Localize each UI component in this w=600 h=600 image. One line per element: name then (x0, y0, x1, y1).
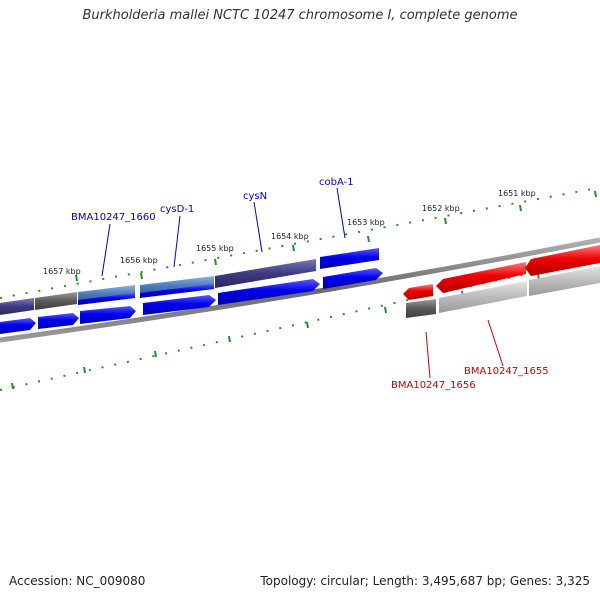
accession-text: Accession: NC_009080 (9, 574, 146, 588)
ruler-tick (519, 204, 522, 212)
ruler-tick (228, 335, 231, 343)
feature-track-outer-right[interactable] (403, 245, 600, 300)
ruler-tick (83, 366, 86, 374)
ruler-label: 1651 kbp (498, 189, 536, 198)
ruler-tick (154, 350, 157, 358)
feature-block[interactable] (320, 248, 379, 269)
feature-track-inner-right[interactable] (406, 266, 600, 318)
feature-track-inner-left[interactable] (0, 268, 383, 334)
gene-arrow-reverse[interactable] (436, 262, 526, 293)
ruler-tick (594, 190, 597, 198)
ruler-tick (140, 272, 143, 280)
map-title: Burkholderia mallei NCTC 10247 chromosom… (82, 8, 518, 23)
ruler-tick (306, 321, 309, 329)
gene-label[interactable]: cysD-1 (160, 204, 194, 215)
ruler-tick (214, 258, 217, 266)
feature-block[interactable] (439, 281, 527, 313)
gene-label[interactable]: BMA10247_1660 (71, 212, 156, 223)
ruler-label: 1654 kbp (271, 232, 309, 241)
ruler-tick (11, 382, 14, 390)
feature-block[interactable] (215, 259, 316, 288)
callout-line (487, 319, 504, 367)
gene-arrow[interactable] (218, 279, 320, 305)
ruler-label: 1656 kbp (120, 256, 158, 265)
ruler-tick (444, 217, 447, 225)
callout-line (101, 223, 111, 277)
callout-lines (101, 187, 504, 379)
feature-track-outer-left[interactable] (0, 248, 379, 315)
callout-line (336, 187, 346, 239)
ruler-tick (75, 274, 78, 282)
gene-label[interactable]: cobA-1 (319, 177, 354, 188)
feature-block[interactable] (529, 266, 600, 296)
ruler-label: 1653 kbp (347, 218, 385, 227)
genome-summary-text: Topology: circular; Length: 3,495,687 bp… (260, 574, 590, 588)
ruler-upper (0, 187, 599, 299)
ruler-tick (367, 235, 370, 243)
gene-arrow-reverse[interactable] (525, 245, 600, 276)
callout-line (253, 201, 263, 253)
ruler-labels: 1657 kbp 1656 kbp 1655 kbp 1654 kbp 1653… (43, 189, 536, 276)
feature-block[interactable] (78, 293, 135, 305)
callout-line (425, 331, 431, 379)
ruler-tick (292, 244, 295, 252)
ruler-tick (384, 306, 387, 314)
callout-line (173, 215, 181, 268)
gene-arrow-reverse[interactable] (403, 284, 433, 300)
gene-arrow[interactable] (38, 313, 79, 329)
gene-labels: BMA10247_1660 cysD-1 cysN cobA-1 BMA1024… (71, 177, 549, 391)
ruler-label: 1655 kbp (196, 244, 234, 253)
ruler-label: 1657 kbp (43, 267, 81, 276)
ruler-label: 1652 kbp (422, 204, 460, 213)
feature-block[interactable] (35, 292, 77, 310)
gene-arrow[interactable] (323, 268, 383, 289)
gene-arrow[interactable] (80, 306, 136, 324)
feature-block[interactable] (0, 298, 34, 315)
gene-arrow[interactable] (0, 318, 36, 334)
chromosome-backbone (0, 237, 600, 343)
gene-arrow[interactable] (143, 295, 216, 315)
feature-block[interactable] (406, 299, 436, 318)
feature-block[interactable] (140, 284, 214, 298)
gene-label[interactable]: cysN (243, 191, 267, 202)
gene-label[interactable]: BMA10247_1656 (391, 380, 476, 391)
gene-label[interactable]: BMA10247_1655 (464, 366, 549, 377)
